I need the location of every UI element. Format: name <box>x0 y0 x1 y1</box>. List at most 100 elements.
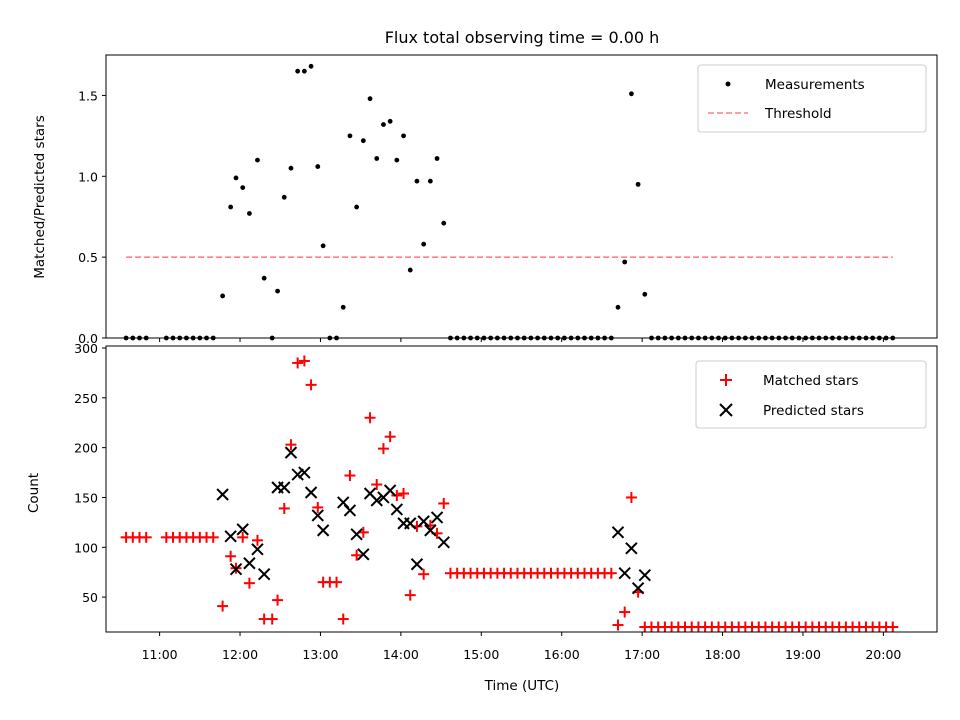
predicted-star-x-b <box>417 515 430 528</box>
measurement-point <box>240 185 246 191</box>
predicted-star-point <box>343 504 357 517</box>
matched-star-point <box>384 431 396 443</box>
measurement-point <box>347 133 353 139</box>
legend-measurements-marker <box>725 81 731 87</box>
bottom-y-tick-label: 300 <box>74 341 98 356</box>
measurement-point <box>281 194 287 200</box>
measurement-point <box>295 68 301 74</box>
predicted-star-point <box>357 548 370 561</box>
matched-star-point <box>292 357 304 369</box>
matched-star-point <box>612 619 624 631</box>
matched-star-point <box>377 443 389 455</box>
matched-star-point <box>278 502 290 514</box>
predicted-star-point <box>631 581 645 595</box>
predicted-star-x-b <box>383 484 397 497</box>
predicted-star-x-b <box>216 488 229 501</box>
predicted-star-x-b <box>229 563 243 576</box>
matched-star-point <box>266 613 278 625</box>
measurement-point <box>308 63 314 69</box>
measurement-point <box>401 133 406 139</box>
matched-star-point <box>225 550 237 562</box>
matched-star-point <box>418 568 430 580</box>
predicted-star-point <box>224 530 237 543</box>
measurement-point <box>315 164 321 169</box>
measurement-point <box>340 304 346 310</box>
measurement-point <box>381 122 386 127</box>
legend-matched-marker <box>720 374 732 386</box>
legend-predicted-label: Predicted stars <box>763 403 864 419</box>
measurement-point <box>441 220 447 226</box>
chart-title: Flux total observing time = 0.00 h <box>385 28 660 47</box>
matched-star-point <box>237 531 249 543</box>
measurement-point <box>615 304 621 310</box>
matched-star-point <box>243 577 255 589</box>
measurement-point <box>288 165 294 171</box>
predicted-star-point <box>251 543 264 556</box>
measurement-point <box>354 204 360 210</box>
measurement-point <box>434 156 440 161</box>
predicted-star-point <box>410 558 424 571</box>
predicted-star-point <box>417 515 430 528</box>
matched-star-point <box>438 497 450 509</box>
predicted-star-x-b <box>625 542 638 555</box>
bottom-legend: Matched stars Predicted stars <box>695 360 927 429</box>
matched-star-point <box>217 600 229 612</box>
legend-matched-label: Matched stars <box>763 373 859 389</box>
top-axes-frame <box>105 54 938 339</box>
measurement-point <box>261 275 267 281</box>
predicted-star-point <box>383 484 397 497</box>
measurement-point <box>247 211 252 216</box>
measurement-point <box>407 267 413 273</box>
measurement-point <box>255 157 260 163</box>
predicted-star-x-b <box>236 523 249 536</box>
predicted-star-x-b <box>370 494 383 507</box>
bottom-y-tick-label: 150 <box>74 490 98 505</box>
predicted-star-x-b <box>243 557 256 570</box>
matched-star-point <box>207 531 219 543</box>
predicted-star-point <box>236 523 249 536</box>
legend-measurements-label: Measurements <box>765 77 865 93</box>
predicted-star-point <box>216 488 229 501</box>
matched-star-point <box>337 613 349 625</box>
matched-star-point <box>887 621 899 633</box>
measurement-point <box>387 118 393 124</box>
top-y-tick-label: 1.5 <box>78 88 98 103</box>
legend-threshold-label: Threshold <box>764 106 832 122</box>
matched-star-point <box>364 412 376 424</box>
matched-star-point <box>285 439 297 451</box>
predicted-star-x-b <box>278 481 291 494</box>
predicted-star-x-b <box>350 528 363 541</box>
matched-star-point <box>344 470 356 482</box>
measurement-point <box>642 291 648 297</box>
predicted-star-x-b <box>304 486 318 499</box>
predicted-star-x-b <box>224 530 237 543</box>
measurement-point <box>301 68 307 74</box>
bottom-axes-frame <box>105 345 938 633</box>
predicted-star-point <box>430 511 444 524</box>
predicted-star-x-b <box>316 524 330 537</box>
predicted-star-point <box>625 542 638 555</box>
predicted-star-x-b <box>390 503 404 516</box>
matched-star-point <box>251 534 263 546</box>
predicted-star-x-b <box>343 504 357 517</box>
measurement-point <box>622 259 628 265</box>
predicted-star-x-b <box>257 567 271 581</box>
predicted-star-x-b <box>298 466 311 479</box>
measurement-point <box>635 181 641 187</box>
predicted-star-x-b <box>611 526 625 539</box>
predicted-star-point <box>404 517 417 530</box>
predicted-star-x-b <box>618 566 631 580</box>
matched-star-point <box>351 549 363 561</box>
measurement-point <box>320 243 326 249</box>
top-legend-frame <box>697 64 927 133</box>
predicted-star-point <box>311 509 324 522</box>
bottom-y-axis-label: Count <box>26 473 42 513</box>
predicted-star-point <box>618 566 631 580</box>
x-tick-label: 19:00 <box>785 647 821 662</box>
measurement-point <box>367 96 373 102</box>
predicted-star-point <box>437 536 450 549</box>
matched-star-point <box>305 379 317 391</box>
matched-star-point <box>605 567 617 579</box>
matched-star-point <box>391 489 403 501</box>
